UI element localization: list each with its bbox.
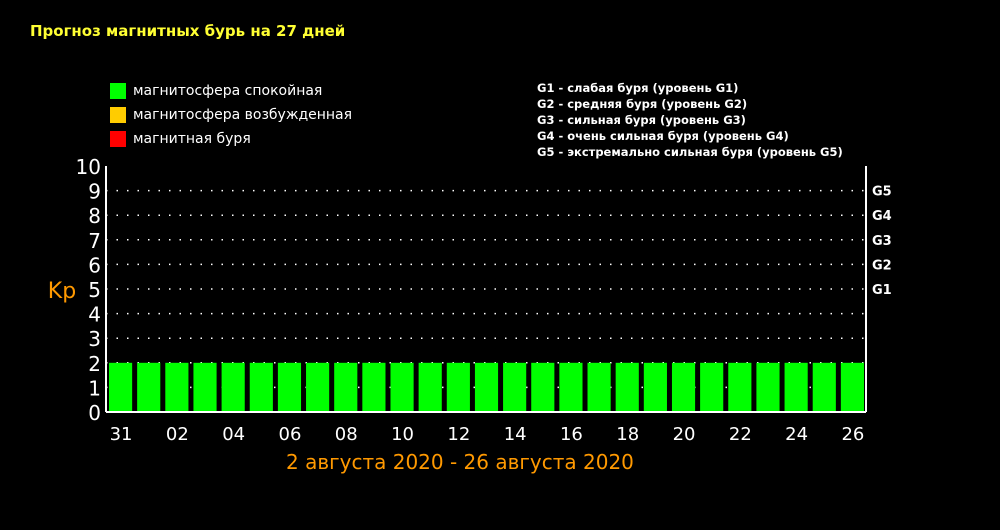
x-tick-label: 24 [785,424,808,445]
kp-bar [446,362,470,412]
y-tick-label: 7 [88,229,101,253]
g-level-label: G2 [872,258,892,273]
x-tick-label: 31 [110,424,133,445]
kp-bar [812,362,836,412]
g-legend-line-g3: G3 - сильная буря (уровень G3) [537,113,746,127]
y-axis-label: Kp [48,279,76,304]
x-tick-label: 16 [560,424,583,445]
y-tick-label: 2 [88,352,101,376]
legend-swatch-quiet [110,83,126,99]
g-legend-line-g2: G2 - средняя буря (уровень G2) [537,97,748,111]
y-tick-label: 8 [88,204,101,228]
legend-label-quiet: магнитосфера спокойная [133,83,323,99]
y-tick-label: 1 [88,376,101,400]
chart-title: Прогноз магнитных бурь на 27 дней [30,22,346,40]
kp-bar [165,362,189,412]
kp-bar [531,362,555,412]
x-tick-label: 14 [504,424,527,445]
g-legend-line-g1: G1 - слабая буря (уровень G1) [537,81,739,95]
kp-bar [587,362,611,412]
y-tick-label: 6 [88,253,101,277]
kp-bar [840,362,864,412]
legend-label-storm: магнитная буря [133,131,251,147]
kp-bar [277,362,302,412]
y-tick-label: 0 [88,401,101,425]
x-tick-label: 26 [841,424,864,445]
g-level-legend: G1 - слабая буря (уровень G1) G2 - средн… [537,80,843,160]
x-tick-label: 06 [279,424,302,445]
kp-bar [474,362,499,412]
kp-bar [390,362,414,412]
x-tick-label: 20 [673,424,696,445]
kp-bar [418,362,442,412]
date-range-label: 2 августа 2020 - 26 августа 2020 [286,450,634,474]
legend-label-excited: магнитосфера возбужденная [133,107,353,123]
kp-bar [109,362,133,412]
kp-bar [559,362,583,412]
x-tick-label: 02 [166,424,189,445]
legend-item-excited: магнитосфера возбужденная [110,103,352,127]
y-tick-label: 9 [88,180,101,204]
y-tick-label: 3 [88,327,101,351]
kp-legend: магнитосфера спокойная магнитосфера возб… [110,79,352,151]
kp-bar [334,362,358,412]
kp-bar [306,362,330,412]
kp-bar [728,362,752,412]
g-legend-line-g5: G5 - экстремально сильная буря (уровень … [537,145,843,159]
g-level-label: G5 [872,185,892,200]
kp-bar [643,362,667,412]
kp-bar [503,362,527,412]
kp-bar [193,362,217,412]
kp-bar [700,362,724,412]
y-tick-label: 10 [76,155,101,179]
kp-bar [784,362,808,412]
kp-bar [362,362,386,412]
kp-bar [249,362,273,412]
x-tick-label: 08 [335,424,358,445]
g-legend-line-g4: G4 - очень сильная буря (уровень G4) [537,129,789,143]
x-tick-label: 18 [616,424,639,445]
kp-bar [756,362,780,412]
legend-item-quiet: магнитосфера спокойная [110,79,352,103]
g-level-label: G3 [872,234,892,249]
y-tick-label: 4 [88,303,101,327]
legend-item-storm: магнитная буря [110,127,352,151]
legend-swatch-excited [110,107,126,123]
g-level-label: G4 [872,209,892,224]
x-tick-label: 12 [447,424,470,445]
x-tick-label: 10 [391,424,414,445]
kp-bar [615,362,639,412]
kp-bar [137,362,161,412]
kp-bar [671,362,696,412]
x-tick-label: 04 [222,424,245,445]
legend-swatch-storm [110,131,126,147]
g-level-label: G1 [872,283,892,298]
x-tick-label: 22 [729,424,752,445]
kp-bar [221,362,245,412]
y-tick-label: 5 [88,278,101,302]
